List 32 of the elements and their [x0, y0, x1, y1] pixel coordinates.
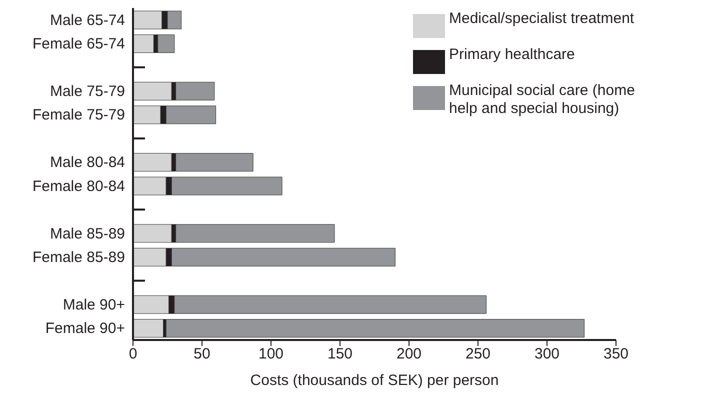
x-tick-label: 0 — [128, 346, 138, 363]
x-tick-label: 300 — [534, 346, 560, 363]
y-tick-label: Female 90+ — [45, 320, 126, 338]
x-tick-label: 350 — [603, 346, 629, 363]
bar — [133, 34, 154, 53]
x-tick-label: 150 — [327, 346, 353, 363]
bar — [176, 82, 215, 100]
y-tick-label: Female 80-84 — [32, 178, 125, 195]
y-tick-label: Male 65-74 — [50, 12, 125, 29]
bar — [176, 153, 254, 172]
x-axis-title: Costs (thousands of SEK) per person — [250, 372, 499, 389]
bar — [176, 224, 335, 243]
bar — [133, 224, 172, 243]
x-tick-label: 250 — [465, 346, 491, 363]
y-tick-label: Male 90+ — [62, 296, 126, 314]
legend-label: Medical/specialist treatment — [449, 10, 636, 28]
y-tick-label: Female 75-79 — [32, 106, 125, 124]
y-tick-label: Female 65-74 — [32, 36, 125, 53]
y-tick-label: Female 85-89 — [32, 249, 125, 266]
bar — [166, 319, 585, 338]
legend-label: Municipal social care (home help and special housing) — [449, 82, 636, 118]
y-tick-label: Male 75-79 — [50, 83, 125, 100]
bar — [133, 319, 164, 338]
x-tick-label: 50 — [194, 346, 210, 363]
bar — [133, 153, 172, 172]
x-tick-label: 200 — [396, 346, 422, 363]
bar — [133, 82, 172, 100]
legend-label: Primary healthcare — [449, 46, 576, 64]
y-tick-label: Male 80-84 — [50, 154, 125, 172]
y-tick-label: Male 85-89 — [50, 225, 125, 242]
bar — [158, 34, 175, 53]
x-tick-label: 100 — [258, 346, 284, 363]
